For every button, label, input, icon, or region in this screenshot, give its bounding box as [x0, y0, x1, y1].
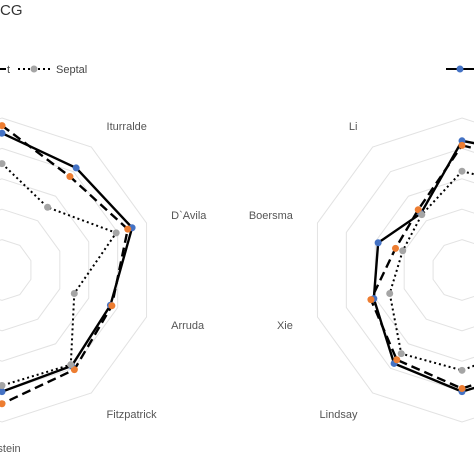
data-point-right-septal-6	[397, 350, 405, 358]
gridline-right-3	[374, 178, 474, 362]
series-line-right-septal	[388, 170, 474, 372]
data-point-left-septal-1	[44, 203, 52, 211]
gridline-left-3	[0, 178, 90, 362]
data-point-right-anterior-6	[393, 356, 401, 364]
data-point-left-anterior-3	[108, 302, 116, 310]
gridline-right-4	[345, 147, 474, 393]
data-point-left-septal-0	[0, 160, 6, 168]
legend: t Septal	[0, 64, 474, 76]
series-line-left-lateral	[0, 131, 134, 393]
data-point-left-septal-3	[70, 289, 78, 297]
legend-marker-right-chart	[456, 65, 464, 73]
data-point-right-anterior-8	[392, 244, 400, 252]
data-point-right-lateral-8	[374, 239, 382, 247]
data-point-left-lateral-5	[0, 388, 6, 396]
data-point-right-septal-5	[458, 366, 466, 374]
gridline-left-4	[0, 147, 119, 393]
data-point-left-septal-2	[112, 229, 120, 237]
data-point-left-lateral-1	[72, 164, 80, 172]
data-point-right-anterior-7	[367, 296, 375, 304]
axis-label-right-9: Li	[349, 121, 358, 133]
data-point-right-septal-7	[386, 289, 394, 297]
gridline-right-2	[403, 208, 474, 332]
radar-chart-right: BaekLindsayXieBoersmaLi	[249, 117, 474, 423]
gridline-left-5	[0, 117, 148, 423]
axis-label-left-5: Milstein	[0, 443, 21, 455]
gridline-right-5	[316, 117, 474, 423]
data-point-right-anterior-9	[414, 206, 422, 214]
series-line-left-septal	[0, 162, 118, 387]
data-point-left-anterior-4	[70, 366, 78, 374]
data-point-left-anterior-1	[66, 173, 74, 181]
data-point-left-lateral-0	[0, 129, 6, 137]
gridline-left-1	[0, 239, 32, 301]
data-point-left-septal-5	[0, 382, 6, 390]
data-point-left-septal-4	[67, 361, 75, 369]
axis-label-right-6: Lindsay	[320, 409, 358, 421]
data-point-right-septal-8	[399, 247, 407, 255]
axis-label-left-3: Arruda	[171, 320, 205, 332]
data-point-left-anterior-2	[124, 225, 132, 233]
data-point-left-anterior-5	[0, 400, 6, 408]
axis-label-left-4: Fitzpatrick	[107, 409, 158, 421]
chart-title: CG	[0, 2, 23, 19]
data-point-right-anterior-5	[458, 385, 466, 393]
data-point-right-anterior-0	[458, 141, 466, 149]
data-point-left-anterior-0	[0, 122, 6, 130]
series-line-right-anterior	[369, 144, 474, 390]
axis-label-right-7: Xie	[277, 320, 293, 332]
axis-label-right-8: Boersma	[249, 210, 294, 222]
gridline-right-1	[432, 239, 474, 301]
series-line-left-anterior	[0, 124, 129, 405]
data-point-right-septal-0	[458, 167, 466, 175]
gridline-left-2	[0, 208, 61, 332]
data-point-right-septal-9	[418, 211, 426, 219]
legend-label-septal: Septal	[56, 64, 87, 76]
axis-label-left-2: D`Avila	[171, 210, 207, 222]
series-line-right-lateral	[372, 139, 474, 393]
radar-chart-left: Iturralde D`Avila Arruda Fitzpatrick Milstei…	[0, 117, 207, 455]
legend-marker-septal	[30, 65, 38, 73]
axis-label-left-1: Iturralde	[107, 121, 147, 133]
legend-label-lateral: t	[7, 64, 10, 76]
